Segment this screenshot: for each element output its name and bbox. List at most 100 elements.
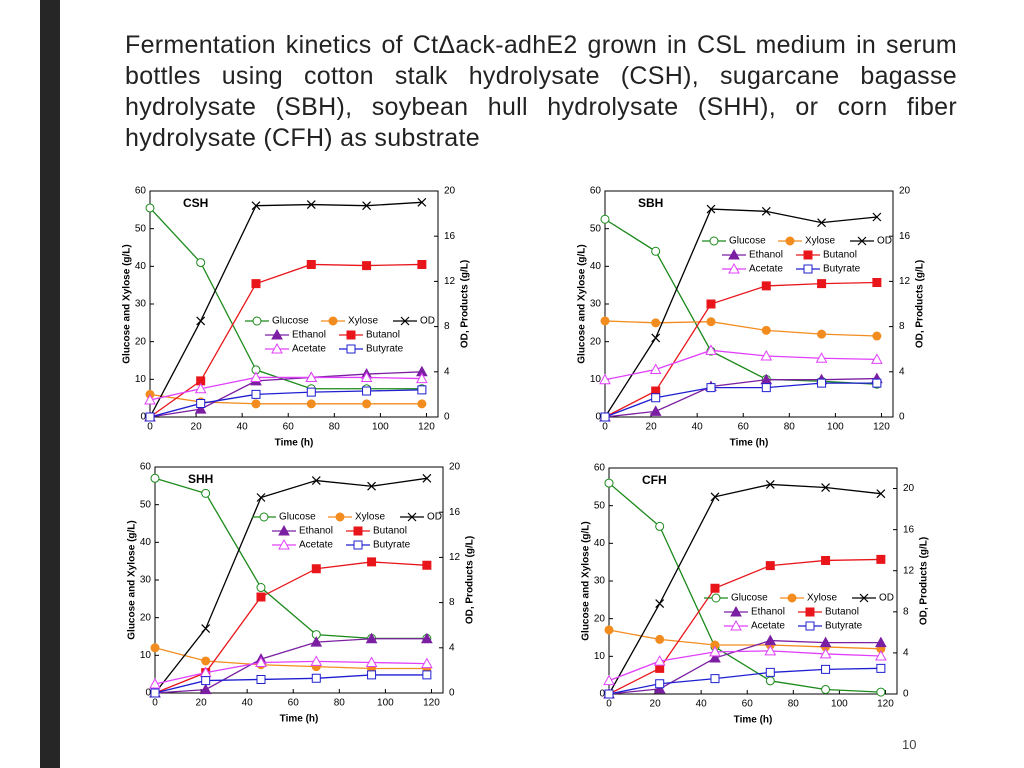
marker	[311, 673, 321, 683]
series-line	[608, 482, 881, 693]
series-line	[154, 674, 427, 694]
marker	[651, 318, 661, 328]
marker	[250, 371, 262, 382]
x-tick-label: 60	[283, 422, 295, 433]
series-line	[608, 483, 881, 695]
marker	[706, 383, 716, 393]
marker	[710, 583, 720, 593]
legend-label: Acetate	[299, 540, 333, 551]
marker	[353, 540, 363, 550]
marker	[819, 636, 832, 648]
y2-tick-label: 12	[449, 552, 461, 563]
series-line	[604, 320, 877, 337]
marker	[201, 676, 211, 686]
y-tick-label: 10	[135, 374, 147, 385]
marker	[875, 649, 887, 661]
y2-tick-label: 8	[899, 321, 905, 332]
marker	[876, 554, 886, 564]
y-axis-label: Glucose and Xylose (g/L)	[581, 521, 592, 640]
marker	[817, 279, 827, 289]
marker	[821, 684, 831, 694]
y2-tick-label: 4	[449, 642, 455, 653]
y2-tick-label: 0	[899, 412, 905, 423]
marker	[421, 657, 433, 669]
x-tick-label: 0	[602, 422, 608, 433]
y2-tick-label: 12	[903, 565, 915, 576]
y2-tick-label: 4	[903, 648, 909, 659]
marker	[872, 378, 882, 388]
x-tick-label: 60	[288, 698, 300, 709]
marker	[871, 353, 883, 364]
marker	[149, 677, 161, 689]
y-tick-label: 50	[135, 223, 147, 234]
legend-label: Butanol	[825, 607, 859, 618]
y-tick-label: 60	[590, 186, 602, 197]
marker	[362, 261, 372, 271]
chart-title: SBH	[638, 196, 663, 210]
marker	[711, 593, 721, 603]
y-tick-label: 20	[594, 613, 606, 624]
plot-frame	[608, 467, 898, 695]
series-line	[608, 667, 881, 695]
marker	[649, 405, 662, 416]
x-tick-label: 20	[191, 422, 203, 433]
marker	[367, 670, 377, 680]
marker	[709, 652, 721, 663]
chart-title: SHH	[188, 472, 213, 486]
legend-label: Glucose	[729, 236, 766, 247]
marker	[821, 555, 831, 565]
marker	[787, 593, 797, 603]
marker	[256, 674, 266, 684]
marker	[362, 201, 372, 211]
y2-tick-label: 16	[899, 231, 911, 242]
y-axis-label: Glucose and Xylose (g/L)	[122, 244, 133, 363]
series-line	[149, 207, 422, 390]
x-axis-label: Time (h)	[734, 715, 773, 726]
marker	[785, 236, 795, 246]
marker	[367, 481, 377, 491]
legend-label: Ethanol	[749, 250, 783, 261]
y2-tick-label: 12	[899, 276, 911, 287]
marker	[655, 634, 665, 644]
y2-axis-label: OD, Products (g/L)	[465, 536, 476, 624]
marker	[335, 512, 345, 522]
marker	[761, 206, 771, 216]
x-tick-label: 0	[606, 699, 612, 710]
x-tick-label: 40	[237, 422, 249, 433]
y-tick-label: 0	[595, 412, 601, 423]
y2-axis-label: OD, Products (g/L)	[919, 537, 930, 625]
marker	[417, 197, 427, 207]
marker	[407, 512, 417, 522]
marker	[872, 212, 882, 222]
legend-label: Butanol	[373, 526, 407, 537]
marker	[305, 371, 318, 382]
marker	[805, 607, 815, 617]
marker	[306, 200, 316, 209]
marker	[417, 399, 427, 409]
x-tick-label: 20	[196, 698, 208, 709]
y2-tick-label: 0	[449, 688, 455, 699]
marker	[259, 512, 269, 522]
x-axis-label: Time (h)	[275, 438, 314, 449]
series-line	[154, 647, 427, 670]
legend-label: OD	[420, 316, 435, 327]
series-line	[604, 349, 877, 381]
marker	[196, 398, 206, 408]
legend-label: Xylose	[355, 512, 385, 523]
marker	[705, 344, 717, 355]
marker	[817, 378, 827, 388]
marker	[201, 488, 211, 498]
marker	[150, 688, 160, 698]
marker	[706, 317, 716, 327]
y2-tick-label: 0	[444, 412, 450, 423]
legend-label: OD	[879, 593, 894, 604]
marker	[876, 663, 886, 673]
legend-label: Xylose	[805, 236, 835, 247]
y2-tick-label: 8	[449, 597, 455, 608]
marker	[817, 218, 827, 228]
marker	[764, 634, 777, 646]
legend-label: Butanol	[823, 250, 857, 261]
marker	[649, 363, 662, 375]
x-tick-label: 120	[423, 698, 440, 709]
marker	[422, 560, 432, 570]
